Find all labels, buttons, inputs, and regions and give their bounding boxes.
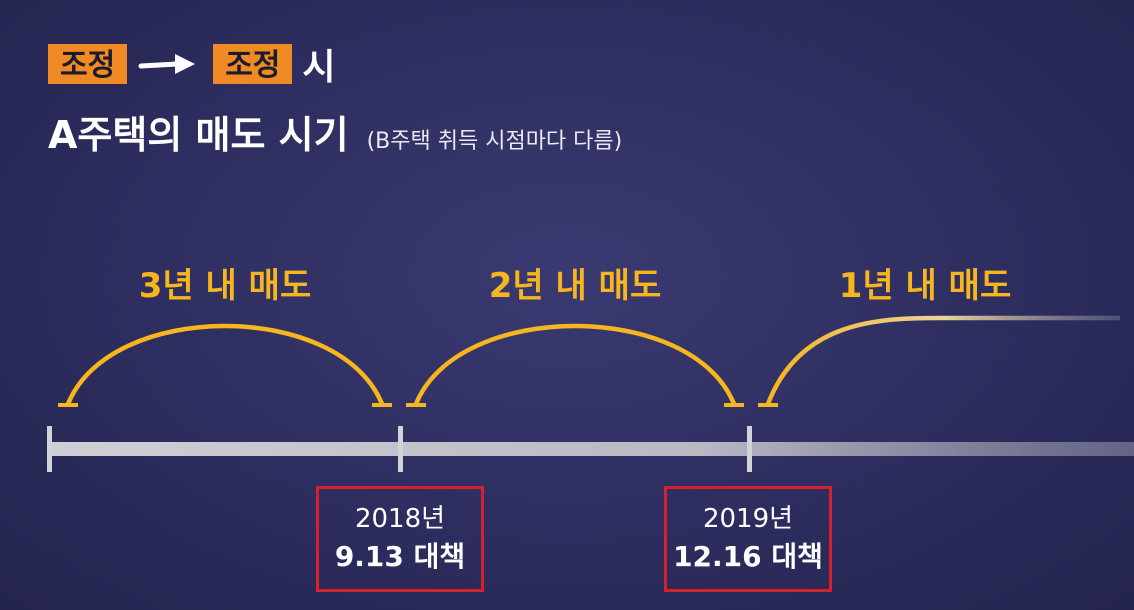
timeline-tick-2018: [398, 426, 403, 472]
timeline-bar: [50, 442, 1134, 456]
tag-to: 조정: [213, 44, 293, 84]
tag-from: 조정: [48, 44, 128, 84]
title-note: (B주택 취득 시점마다 다름): [366, 129, 623, 154]
milestone-policy: 9.13 대책: [334, 540, 466, 573]
period-label-1year: 1년 내 매도: [838, 266, 1012, 306]
title-suffix: 시: [302, 47, 336, 88]
milestone-year: 2018년: [354, 504, 446, 534]
milestone-year: 2019년: [702, 504, 794, 534]
milestone-policy: 12.16 대책: [673, 540, 823, 573]
milestone-2019: 2019년 12.16 대책: [664, 486, 832, 592]
timeline-tick-2019: [747, 426, 752, 472]
arc-2year: [413, 323, 737, 405]
milestone-2018: 2018년 9.13 대책: [316, 486, 484, 592]
arc-3year: [65, 323, 385, 405]
period-label-2year: 2년 내 매도: [488, 266, 662, 306]
arrow-right-icon: [135, 44, 205, 84]
period-label-3year: 3년 내 매도: [138, 266, 312, 306]
page-title: A주택의 매도 시기: [48, 113, 349, 157]
timeline-tick-start: [47, 426, 52, 472]
arc-1year: [765, 315, 1120, 405]
title-row: 조정 조정 시: [48, 40, 336, 88]
title-line: A주택의 매도 시기 (B주택 취득 시점마다 다름): [48, 104, 622, 159]
